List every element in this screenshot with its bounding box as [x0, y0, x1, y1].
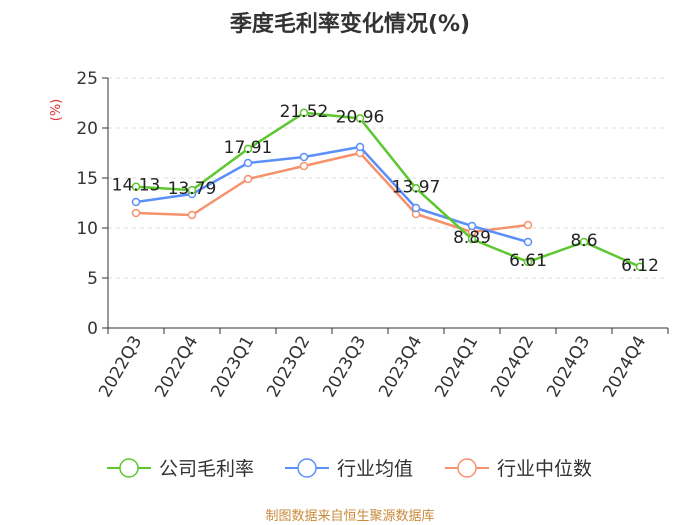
data-point	[131, 197, 141, 207]
data-label: 6.61	[509, 251, 547, 271]
data-point	[355, 142, 365, 152]
x-tick-label: 2022Q4	[151, 333, 202, 401]
data-point	[467, 221, 477, 231]
y-tick-label: 5	[87, 269, 98, 289]
data-point	[579, 237, 589, 247]
y-tick-label: 10	[76, 219, 98, 239]
data-point	[131, 208, 141, 218]
x-tick-label: 2023Q4	[375, 333, 426, 401]
data-point	[355, 114, 365, 123]
y-tick-label: 20	[76, 119, 98, 139]
data-point	[411, 184, 421, 193]
data-point	[243, 144, 253, 154]
legend-label: 公司毛利率	[159, 458, 254, 480]
data-label: 14.13	[112, 176, 161, 196]
data-point	[523, 237, 533, 247]
series-line	[135, 111, 641, 268]
data-point	[635, 262, 645, 272]
legend-swatch-marker	[297, 458, 317, 478]
y-tick-label: 25	[76, 69, 98, 89]
x-tick-label: 2024Q2	[487, 333, 538, 401]
chart-title: 季度毛利率变化情况(%)	[229, 12, 471, 37]
legend-swatch-marker	[457, 458, 477, 478]
data-point	[299, 152, 309, 162]
data-point	[243, 174, 253, 184]
data-point	[467, 234, 477, 244]
data-point	[299, 108, 309, 118]
x-tick-label: 2024Q4	[599, 333, 650, 401]
legend-label: 行业均值	[337, 458, 413, 480]
data-point	[243, 158, 253, 168]
y-axis-label: (%)	[49, 99, 64, 122]
x-tick-label: 2024Q1	[431, 333, 482, 401]
legend-swatch-marker	[119, 458, 139, 478]
data-point	[411, 203, 421, 213]
y-tick-label: 15	[76, 169, 98, 189]
x-tick-label: 2024Q3	[543, 333, 594, 401]
data-label: 21.52	[280, 102, 329, 122]
x-tick-label: 2023Q2	[263, 333, 314, 401]
data-point	[523, 220, 533, 230]
data-label: 20.96	[336, 107, 385, 127]
data-point	[187, 185, 197, 195]
data-label: 13.79	[168, 179, 217, 199]
data-label: 8.6	[570, 231, 597, 251]
x-tick-label: 2022Q3	[95, 333, 146, 401]
data-label: 6.12	[621, 256, 659, 276]
x-tick-label: 2023Q1	[207, 333, 258, 401]
data-point	[187, 210, 197, 220]
data-point	[131, 182, 141, 191]
data-point	[523, 257, 533, 267]
source-note: 制图数据来自恒生聚源数据库	[265, 509, 435, 524]
x-tick-label: 2023Q3	[319, 333, 370, 401]
legend-label: 行业中位数	[497, 458, 592, 480]
data-label: 17.91	[224, 138, 273, 158]
data-label: 8.89	[453, 228, 491, 248]
series-line	[135, 145, 529, 244]
y-tick-label: 0	[87, 319, 98, 339]
data-point	[299, 161, 309, 171]
data-label: 13.97	[392, 177, 441, 197]
